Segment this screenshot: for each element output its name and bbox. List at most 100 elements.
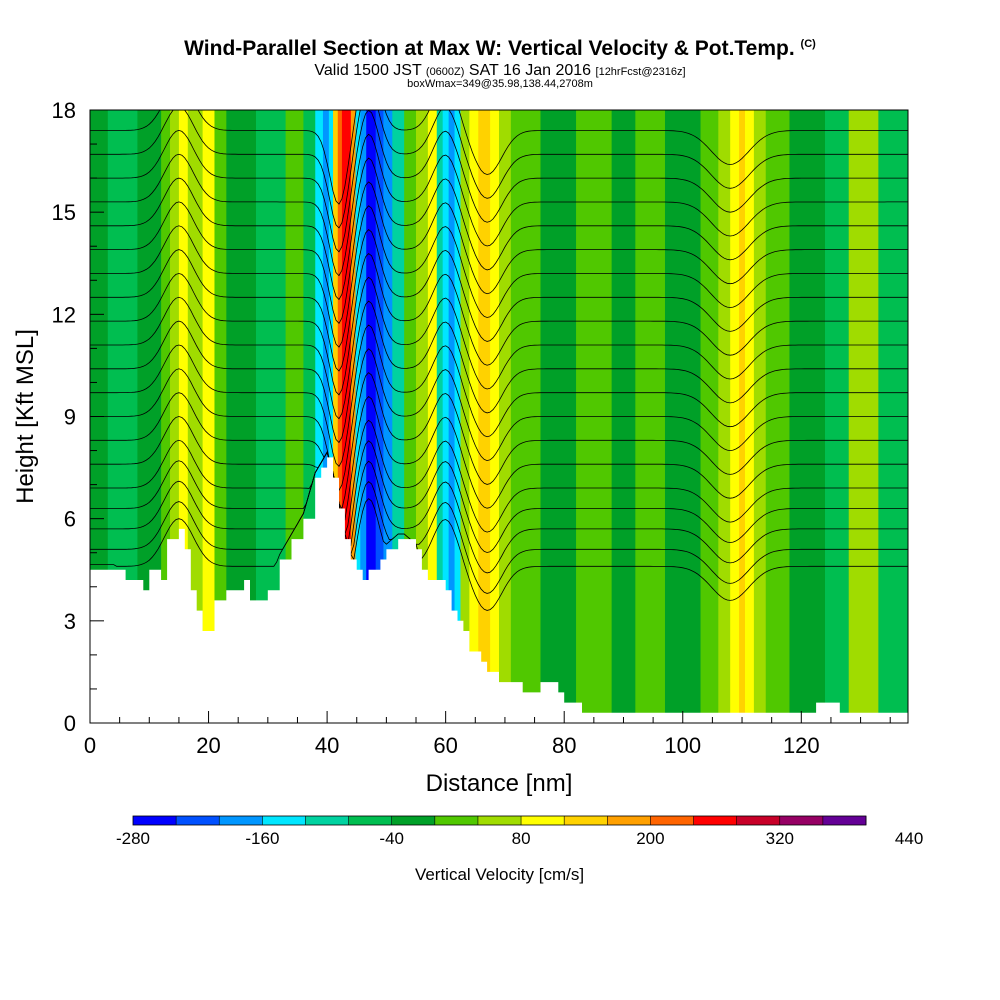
colorbar-tick-label: -160 xyxy=(245,829,279,848)
colorbar-swatch xyxy=(348,816,393,825)
colorbar-swatch xyxy=(434,816,479,825)
velocity-band xyxy=(315,110,324,723)
theta-contour-line xyxy=(90,324,908,467)
colorbar-tick-label: -40 xyxy=(379,829,404,848)
velocity-band xyxy=(383,110,393,723)
velocity-band xyxy=(322,110,330,723)
theta-contour-line xyxy=(90,181,908,324)
velocity-band xyxy=(469,110,479,723)
velocity-band xyxy=(499,110,512,723)
velocity-band xyxy=(478,110,491,723)
colorbar-frame xyxy=(132,815,867,826)
valid-zulu: (0600Z) xyxy=(425,66,465,78)
x-tick-label: 120 xyxy=(783,733,820,758)
colorbar-swatch xyxy=(262,816,306,825)
y-tick-label: 15 xyxy=(52,200,76,225)
velocity-band xyxy=(700,110,719,723)
theta-contour-line xyxy=(90,252,908,396)
colorbar-swatch xyxy=(477,816,522,825)
velocity-band xyxy=(765,110,791,723)
velocity-band xyxy=(355,110,361,723)
colorbar-swatch xyxy=(219,816,263,825)
velocity-band xyxy=(436,110,444,723)
theta-contour-line xyxy=(90,133,908,277)
valid-time: Valid 1500 JST xyxy=(314,62,422,79)
theta-contour-line xyxy=(90,451,908,574)
theta-contour-line xyxy=(90,348,908,491)
plot-area xyxy=(90,110,908,723)
colorbar-tick-label: 200 xyxy=(636,829,664,848)
terrain-mask xyxy=(90,457,908,723)
velocity-band xyxy=(202,110,216,723)
colorbar-tick-label: 440 xyxy=(895,829,923,848)
chart-title: Wind-Parallel Section at Max W: Vertical… xyxy=(0,37,1000,61)
velocity-band xyxy=(328,110,334,723)
axes: 0 20 40 60 80 100 120 0 3 6 9 12 15 18 Distance [nm] He… xyxy=(12,98,909,797)
velocity-band xyxy=(170,110,180,723)
theta-contour-line xyxy=(90,229,908,372)
y-tick-label: 6 xyxy=(64,507,76,532)
theta-contour-line xyxy=(90,205,908,348)
colorbar-tick-label: -280 xyxy=(116,829,150,848)
colorbar-tick-label: 320 xyxy=(766,829,794,848)
velocity-band xyxy=(214,110,227,723)
y-tick-label: 18 xyxy=(52,98,76,123)
velocity-band xyxy=(178,110,189,723)
colorbar-swatch xyxy=(133,816,177,825)
forecast-info: [12hrFcst@2316z] xyxy=(595,66,686,78)
x-tick-label: 60 xyxy=(433,733,457,758)
colorbar-swatch xyxy=(305,816,350,825)
velocity-band xyxy=(375,110,385,723)
colorbar-swatch xyxy=(176,816,220,825)
theta-contour-line xyxy=(90,451,908,611)
theta-contour-line xyxy=(90,300,908,444)
velocity-band xyxy=(427,110,438,723)
velocity-band xyxy=(718,110,731,723)
colorbar-swatch xyxy=(521,816,565,825)
theta-contour-line xyxy=(90,395,908,521)
velocity-band xyxy=(744,110,755,723)
velocity-band xyxy=(490,110,500,723)
colorbar-swatch xyxy=(564,816,608,825)
theta-contour-line xyxy=(90,451,908,594)
colorbar-swatch xyxy=(391,816,436,825)
velocity-band xyxy=(333,110,339,723)
velocity-band xyxy=(366,110,377,723)
y-tick-label: 0 xyxy=(64,711,76,736)
title-text: Wind-Parallel Section at Max W: Vertical… xyxy=(184,37,795,60)
chart-subtitle: Valid 1500 JST (0600Z) SAT 16 Jan 2016 [… xyxy=(0,62,1000,80)
x-tick-label: 0 xyxy=(84,733,96,758)
velocity-band xyxy=(739,110,746,723)
theta-contours xyxy=(90,110,908,611)
copyright-mark: (C) xyxy=(800,38,816,50)
y-tick-label: 9 xyxy=(64,405,76,430)
velocity-band xyxy=(448,110,456,723)
valid-date: SAT 16 Jan 2016 xyxy=(468,62,592,79)
theta-contour-line xyxy=(90,110,908,253)
colorbar-swatch xyxy=(607,816,651,825)
y-tick-label: 3 xyxy=(64,609,76,634)
colorbar-swatch xyxy=(822,816,867,825)
x-axis-title: Distance [nm] xyxy=(426,770,573,797)
velocity-band xyxy=(753,110,767,723)
colorbar-tick-label: 80 xyxy=(512,829,531,848)
theta-contour-line xyxy=(90,419,908,536)
theta-contour-line xyxy=(90,110,908,229)
colorbar-title: Vertical Velocity [cm/s] xyxy=(415,865,584,884)
x-tick-label: 100 xyxy=(664,733,701,758)
theta-contour-line xyxy=(90,276,908,420)
x-tick-label: 80 xyxy=(552,733,576,758)
y-tick-label: 12 xyxy=(52,302,76,327)
velocity-band xyxy=(360,110,367,723)
colorbar-swatch xyxy=(736,816,781,825)
colorbar-swatch xyxy=(650,816,695,825)
theta-contour-line xyxy=(90,440,908,553)
colorbar-swatch xyxy=(693,816,738,825)
y-axis-title: Height [Kft MSL] xyxy=(12,329,39,504)
colorbar: -280 -160 -40 80 200 320 440 Vertical Velocity … xyxy=(116,815,923,884)
theta-contour-line xyxy=(90,157,908,301)
velocity-band xyxy=(442,110,450,723)
velocity-band xyxy=(187,110,204,723)
theta-contour-line xyxy=(90,110,908,205)
